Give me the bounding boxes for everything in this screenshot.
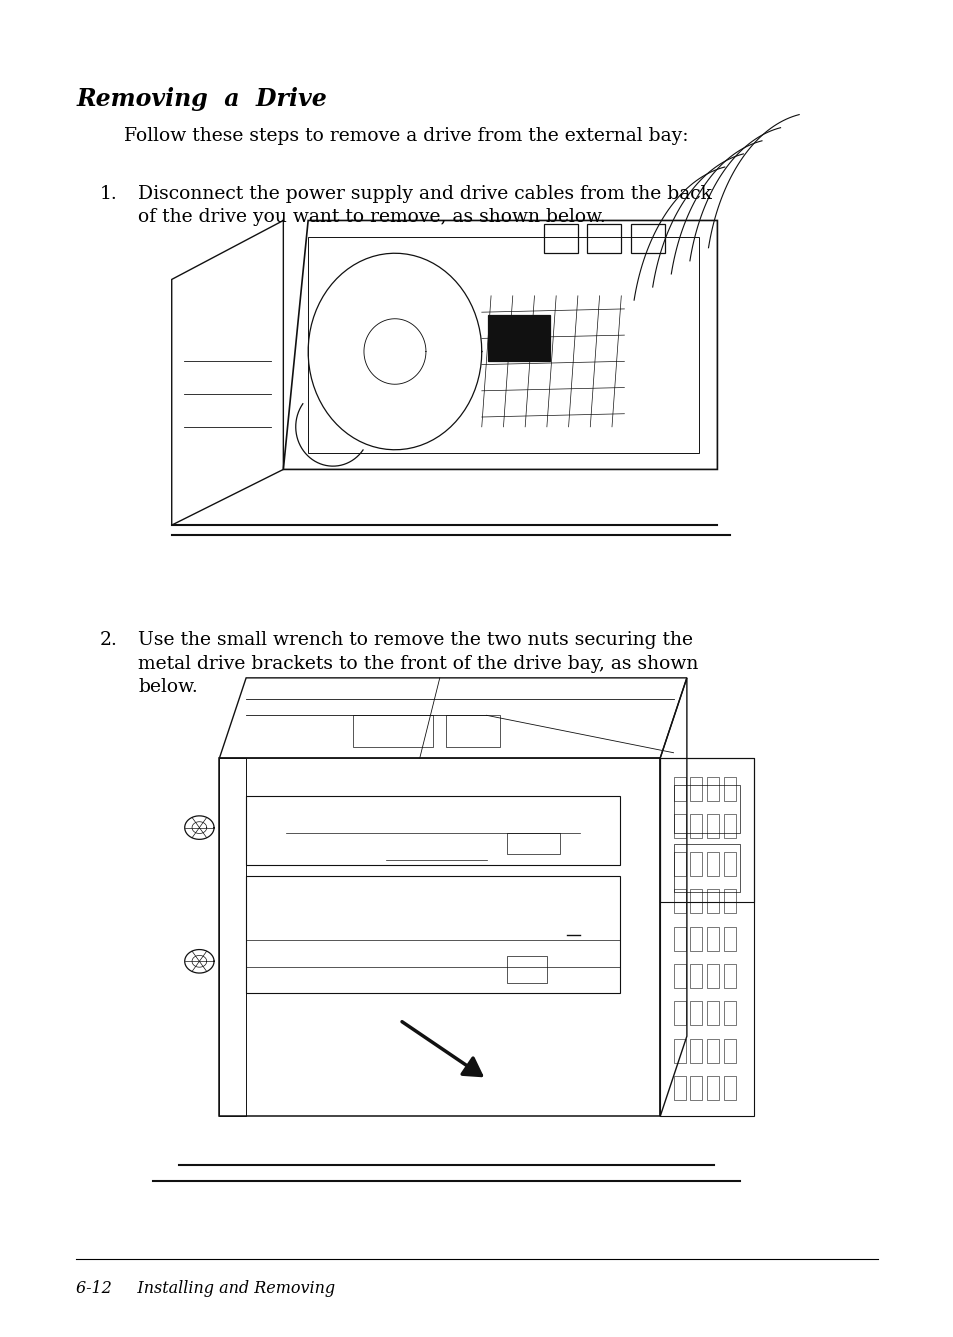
Bar [722,927,735,951]
Bar [722,1001,735,1025]
Bar [246,876,619,993]
Bar [706,814,719,838]
Bar [689,1039,701,1063]
Bar [706,1039,719,1063]
Text: 6-12     Installing and Removing: 6-12 Installing and Removing [76,1280,335,1297]
Bar [673,814,685,838]
Text: 1.: 1. [100,185,118,202]
Bar [689,1001,701,1025]
Text: Removing  a  Drive: Removing a Drive [76,87,327,111]
Bar [543,223,578,253]
Bar [706,964,719,988]
Bar [706,1001,719,1025]
Bar [659,758,753,1116]
Text: Use the small wrench to remove the two nuts securing the
metal drive brackets to: Use the small wrench to remove the two n… [138,631,698,697]
Bar [659,758,753,902]
Bar [722,1076,735,1100]
Bar [488,316,549,361]
Bar [446,715,499,747]
Bar [689,889,701,913]
Bar [673,852,685,876]
Bar [673,1039,685,1063]
Bar [673,889,685,913]
Bar [506,833,559,854]
FancyArrowPatch shape [401,1021,481,1075]
Bar [689,814,701,838]
Bar [706,927,719,951]
Bar [689,927,701,951]
Bar [722,852,735,876]
Text: 2.: 2. [100,631,118,648]
Bar [722,1039,735,1063]
Text: Follow these steps to remove a drive from the external bay:: Follow these steps to remove a drive fro… [124,127,688,144]
Bar [689,964,701,988]
Bar [722,964,735,988]
Text: Disconnect the power supply and drive cables from the back
of the drive you want: Disconnect the power supply and drive ca… [138,185,712,226]
Bar [722,814,735,838]
Bar [706,777,719,801]
Bar [722,777,735,801]
Bar [673,785,740,833]
Bar [673,1001,685,1025]
Bar [630,223,664,253]
Bar [722,889,735,913]
Bar [706,852,719,876]
Bar [506,956,546,983]
Bar [673,1076,685,1100]
Bar [706,1076,719,1100]
Bar [673,964,685,988]
Bar [673,777,685,801]
Bar [706,889,719,913]
Bar [689,777,701,801]
Bar [353,715,433,747]
Bar [246,796,619,865]
Bar [586,223,620,253]
Bar [673,927,685,951]
Bar [689,1076,701,1100]
Bar [673,844,740,892]
Bar [689,852,701,876]
